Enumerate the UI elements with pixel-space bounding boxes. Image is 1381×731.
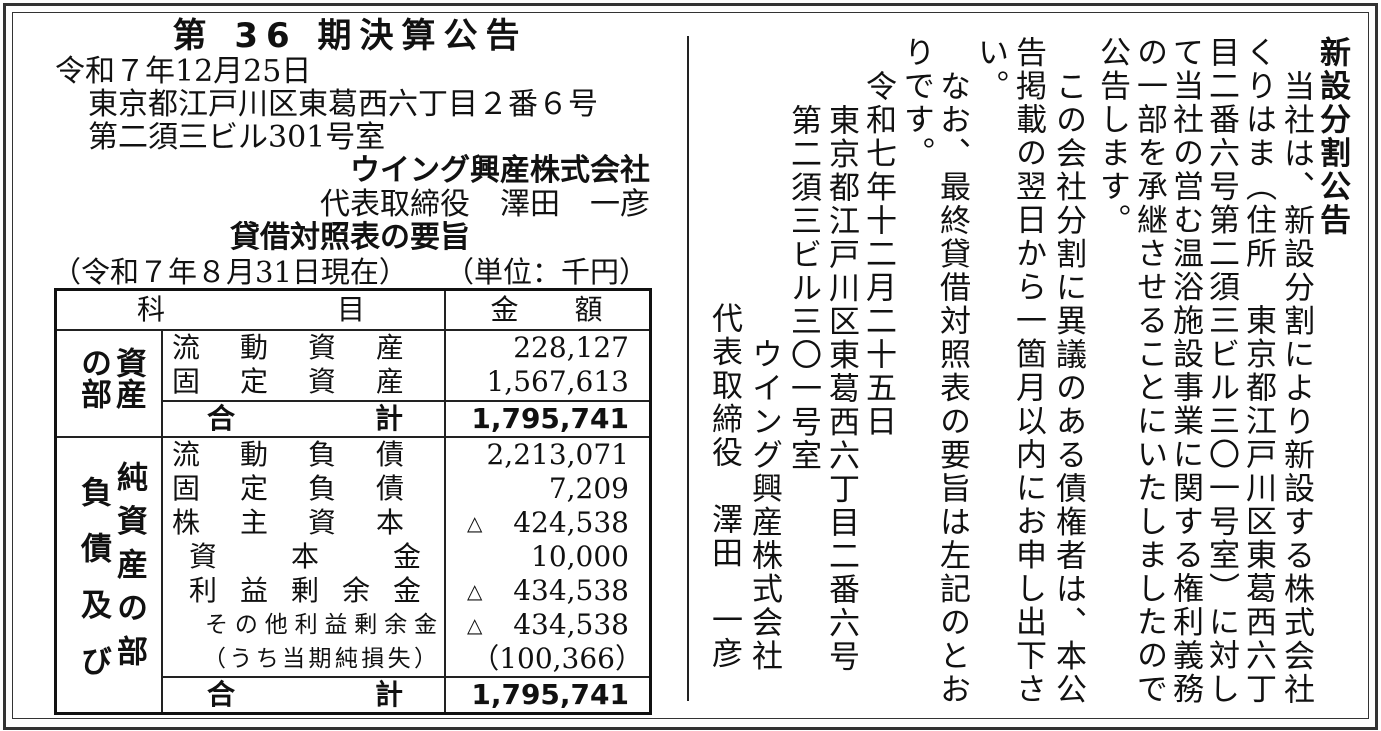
liabilities-row-value: 10,000: [531, 540, 629, 573]
liabilities-row-value: 434,538: [513, 574, 629, 607]
unit-label: （単位：千円）: [444, 255, 648, 289]
notice-paragraph-line: て当社の営む温浴施設事業に関する権利義務: [1167, 36, 1203, 706]
company-address-line1: 東京都江戸川区東葛西六丁目２番６号: [88, 87, 598, 122]
split-notice-company: ウイング興産株式会社: [746, 338, 782, 673]
inner-border: [12, 12, 1369, 719]
notice-paragraph-line: この会社分割に異議のある債権者は、本公: [1050, 70, 1086, 707]
liabilities-row-label: その他利益剰余金: [205, 612, 437, 638]
assets-section-label: 資産の部: [75, 347, 146, 409]
assets-row-label: 流動資産: [172, 331, 404, 364]
balance-sheet-table: 科 目 金 額 資産の部 流動資産 228,127 固定資産 1,567,613…: [54, 288, 652, 715]
notice-paragraph-line: の一部を承継させることにいたしましたので: [1131, 36, 1167, 706]
split-notice-address1: 東京都江戸川区東葛西六丁目二番六号: [823, 104, 859, 674]
liabilities-section-label-left: 負債及び: [75, 476, 111, 676]
liabilities-row-value: 434,538: [513, 608, 629, 641]
header-item-b: 目: [337, 293, 366, 326]
header-item-a: 科: [137, 293, 166, 326]
notice-paragraph-line: くりはま（住所 東京都江戸川区東葛西六丁: [1240, 36, 1276, 706]
negative-mark: △: [467, 613, 483, 637]
column-divider: [687, 36, 689, 701]
amount-column-divider: [444, 291, 446, 712]
liabilities-row-label: 株主資本: [172, 506, 404, 539]
liabilities-row-value: 7,209: [548, 472, 629, 505]
liabilities-total-divider: [161, 676, 649, 678]
notice-paragraph-line: 告掲載の翌日から一箇月以内にお申し出下さ: [1010, 36, 1046, 706]
notice-title: 第 36 期決算公告: [172, 16, 528, 56]
assets-row-value: 1,567,613: [486, 365, 629, 398]
notice-paragraph-line: 目二番六号第二須三ビル三〇一号室）に対し: [1203, 36, 1239, 706]
notice-paragraph-line: い。: [972, 36, 1008, 103]
liabilities-row-value: （100,366）: [471, 642, 643, 675]
liabilities-row-label: （うち当期純損失）: [203, 646, 437, 672]
negative-mark: △: [467, 579, 483, 603]
representative: 代表取締役 澤田 一彦: [320, 187, 650, 222]
company-address-line2: 第二須三ビル301号室: [88, 120, 386, 155]
negative-mark: △: [467, 511, 483, 535]
split-notice-title: 新設分割公告: [1314, 36, 1350, 237]
liabilities-section-label-right: 純資産の部: [111, 461, 147, 666]
liabilities-row-label: 資本金: [189, 540, 421, 573]
assets-total-divider: [161, 400, 649, 402]
liabilities-row-value: 424,538: [513, 506, 629, 539]
assets-total-label: 合計: [207, 402, 403, 435]
as-of-date: （令和７年８月31日現在）: [52, 255, 408, 289]
split-notice-address2: 第二須三ビル三〇一号室: [785, 104, 821, 473]
section-column-divider: [161, 329, 163, 712]
company-name: ウイング興産株式会社: [350, 153, 650, 188]
section-divider: [57, 436, 649, 438]
liabilities-row-label: 流動負債: [172, 438, 404, 471]
liabilities-total-value: 1,795,741: [471, 678, 629, 711]
liabilities-row-label: 利益剰余金: [189, 574, 421, 607]
notice-paragraph-line: なお、最終貸借対照表の要旨は左記のとお: [934, 70, 970, 707]
split-notice-date: 令和七年十二月二十五日: [860, 70, 896, 439]
notice-date: 令和７年12月25日: [55, 54, 312, 89]
liabilities-row-value: 2,213,071: [486, 438, 629, 471]
liabilities-total-label: 合計: [207, 678, 403, 711]
assets-row-label: 固定資産: [172, 365, 404, 398]
notice-paragraph-line: 公告します。: [1094, 36, 1130, 237]
header-divider: [57, 329, 649, 331]
header-amount: 金 額: [490, 293, 603, 326]
notice-paragraph-line: 当社は、新設分割により新設する株式会社: [1278, 70, 1314, 707]
split-notice-representative: 代表取締役 澤田 一彦: [706, 302, 742, 671]
liabilities-row-label: 固定負債: [172, 472, 404, 505]
assets-total-value: 1,795,741: [471, 402, 629, 435]
balance-sheet-subtitle: 貸借対照表の要旨: [230, 220, 470, 255]
outer-border: [3, 3, 1378, 730]
assets-row-value: 228,127: [513, 331, 629, 364]
notice-paragraph-line: りです。: [898, 36, 934, 170]
